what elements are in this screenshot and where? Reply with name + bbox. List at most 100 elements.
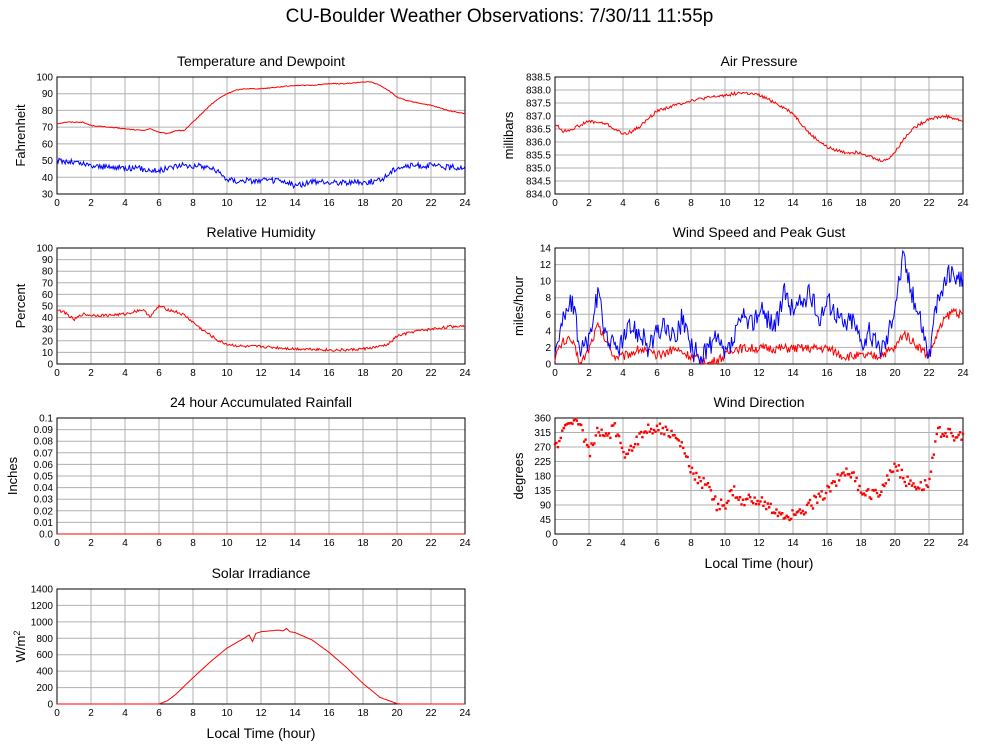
- y-tick-label: 1200: [31, 601, 54, 612]
- x-tick-label: 8: [190, 368, 196, 379]
- y-tick-label: 0: [545, 360, 551, 371]
- scatter-point: [768, 506, 771, 509]
- x-tick-label: 14: [289, 368, 301, 379]
- y-tick-label: 200: [36, 683, 53, 694]
- y-tick-label: 600: [36, 650, 53, 661]
- scatter-point: [719, 498, 723, 501]
- x-tick-label: 0: [54, 708, 60, 719]
- scatter-point: [824, 491, 828, 495]
- scatter-point: [807, 501, 810, 504]
- scatter-point: [906, 475, 909, 478]
- scatter-point: [890, 470, 893, 474]
- scatter-point: [759, 500, 762, 503]
- x-tick-label: 10: [221, 708, 233, 719]
- x-tick-label: 0: [552, 198, 558, 209]
- y-tick-label: 0.03: [34, 495, 54, 506]
- plot-frame: [56, 76, 466, 195]
- scatter-point: [805, 503, 809, 507]
- scatter-point: [754, 502, 758, 506]
- scatter-point: [896, 469, 899, 472]
- scatter-point: [877, 495, 880, 498]
- scatter-point: [648, 430, 651, 433]
- scatter-point: [792, 513, 796, 516]
- scatter-point: [735, 496, 739, 499]
- y-tick-label: 40: [42, 313, 54, 324]
- scatter-point: [781, 511, 784, 515]
- y-tick-label: 80: [42, 267, 54, 278]
- scatter-point: [800, 511, 803, 515]
- scatter-point: [855, 476, 858, 480]
- scatter-point: [727, 499, 730, 503]
- y-tick-label: 1400: [31, 585, 54, 596]
- y-tick-label: 6: [545, 310, 551, 321]
- scatter-point: [894, 465, 898, 468]
- x-tick-label: 18: [855, 368, 867, 379]
- x-tick-label: 10: [221, 368, 233, 379]
- y-tick-label: 0.09: [34, 425, 54, 436]
- scatter-point: [797, 510, 800, 513]
- scatter-point: [556, 445, 560, 449]
- scatter-point: [658, 422, 662, 425]
- scatter-point: [617, 434, 621, 438]
- scatter-point: [756, 499, 759, 503]
- scatter-point: [566, 422, 570, 425]
- scatter-point: [647, 423, 650, 426]
- scatter-point: [861, 493, 864, 496]
- x-tick-label: 6: [654, 198, 660, 209]
- x-tick-label: 4: [620, 198, 626, 209]
- scatter-point: [674, 436, 678, 440]
- scatter-point: [581, 429, 584, 432]
- chart-title: Wind Speed and Peak Gust: [673, 224, 846, 240]
- scatter-point: [737, 498, 740, 501]
- scatter-point: [823, 497, 826, 500]
- series-line: [554, 249, 964, 365]
- scatter-point: [628, 448, 631, 452]
- x-tick-label: 2: [88, 198, 94, 209]
- y-tick-label: 0.01: [34, 518, 54, 529]
- scatter-point: [786, 515, 790, 519]
- scatter-point: [596, 426, 599, 430]
- scatter-point: [881, 483, 885, 486]
- scatter-point: [730, 489, 733, 492]
- scatter-point: [829, 490, 832, 493]
- x-tick-label: 22: [425, 368, 437, 379]
- scatter-point: [676, 438, 679, 441]
- chart-title: Solar Irradiance: [212, 565, 311, 581]
- scatter-point: [666, 428, 669, 431]
- scatter-point: [733, 485, 736, 488]
- scatter-point: [935, 432, 938, 436]
- scatter-point: [717, 502, 720, 506]
- y-axis-label: Fahrenheit: [13, 104, 28, 167]
- scatter-point: [878, 494, 882, 497]
- scatter-point: [887, 478, 890, 481]
- scatter-point: [852, 471, 855, 474]
- scatter-point: [867, 488, 870, 491]
- x-tick-label: 10: [719, 198, 731, 209]
- y-tick-label: 80: [42, 106, 54, 117]
- x-tick-label: 4: [122, 708, 128, 719]
- x-tick-label: 12: [255, 708, 267, 719]
- scatter-point: [915, 487, 918, 491]
- scatter-point: [600, 428, 603, 431]
- series-line: [56, 304, 465, 352]
- scatter-point: [616, 433, 619, 436]
- scatter-point: [636, 443, 640, 446]
- scatter-point: [942, 434, 946, 437]
- scatter-point: [693, 478, 697, 481]
- y-tick-label: 315: [534, 428, 551, 439]
- x-tick-label: 4: [122, 198, 128, 209]
- y-tick-label: 30: [42, 190, 54, 201]
- scatter-point: [928, 477, 931, 481]
- scatter-point: [623, 456, 627, 459]
- y-tick-label: 135: [534, 486, 551, 497]
- y-tick-label: 225: [534, 457, 551, 468]
- scatter-point: [645, 431, 648, 434]
- scatter-point: [703, 483, 707, 486]
- scatter-point: [893, 462, 896, 465]
- scatter-point: [918, 487, 921, 490]
- scatter-point: [880, 490, 883, 493]
- scatter-point: [632, 446, 635, 449]
- scatter-point: [673, 433, 676, 437]
- x-tick-label: 12: [753, 368, 765, 379]
